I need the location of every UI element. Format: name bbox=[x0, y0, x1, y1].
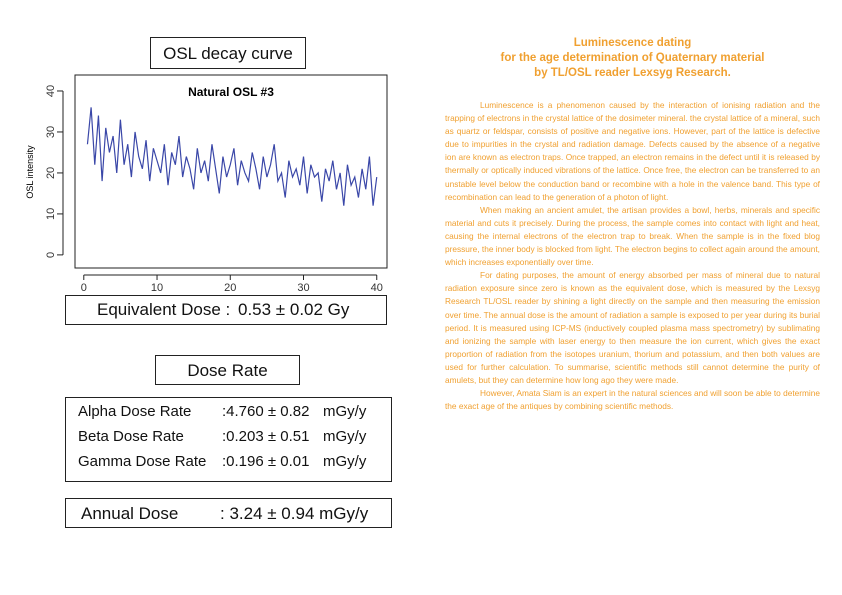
article-title-line: for the age determination of Quaternary … bbox=[500, 52, 765, 64]
article-title: Luminescence dating for the age determina… bbox=[445, 36, 820, 81]
y-tick-label: 0 bbox=[45, 252, 57, 258]
x-tick-label: 0 bbox=[81, 282, 87, 294]
y-tick-label: 30 bbox=[45, 126, 57, 138]
annual-dose-label: Annual Dose bbox=[81, 504, 179, 523]
chart-title: Natural OSL #3 bbox=[188, 85, 274, 99]
paragraph: When making an ancient amulet, the artis… bbox=[445, 204, 820, 268]
y-tick-label: 20 bbox=[45, 167, 57, 179]
y-tick-label: 40 bbox=[45, 85, 57, 97]
dose-rate-unit: mGy/y bbox=[323, 428, 367, 445]
plot-frame bbox=[74, 74, 388, 269]
paragraph: For dating purposes, the amount of energ… bbox=[445, 270, 820, 385]
chart: Natural OSL #3 OSL intensity 0 10 20 30 40 0 1… bbox=[25, 74, 388, 294]
dose-rates-box: Alpha Dose Rate :4.760 ± 0.82 mGy/y Beta Do… bbox=[65, 397, 392, 482]
x-tick-label: 10 bbox=[151, 282, 163, 294]
annual-dose-box: Annual Dose : 3.24 ± 0.94 mGy/y bbox=[65, 498, 392, 528]
article-title-line: Luminescence dating bbox=[573, 37, 692, 49]
equivalent-dose-label: Equivalent Dose : bbox=[97, 300, 231, 319]
article: Luminescence dating for the age determina… bbox=[445, 36, 820, 413]
dose-rate-value: :0.203 ± 0.51 bbox=[222, 428, 310, 445]
dose-rate-label: Beta Dose Rate bbox=[78, 428, 184, 445]
dose-rate-value: :0.196 ± 0.01 bbox=[222, 453, 310, 470]
paragraph: Luminescence is a phenomenon caused by t… bbox=[445, 100, 820, 202]
x-tick-label: 30 bbox=[297, 282, 309, 294]
equivalent-dose-box: Equivalent Dose : 0.53 ± 0.02 Gy bbox=[65, 295, 387, 325]
equivalent-dose-value: 0.53 ± 0.02 Gy bbox=[238, 300, 350, 319]
paragraph: However, Amata Siam is an expert in the … bbox=[445, 388, 820, 412]
dose-rate-unit: mGy/y bbox=[323, 453, 367, 470]
x-tick-label: 40 bbox=[371, 282, 383, 294]
y-tick-label: 10 bbox=[45, 208, 57, 220]
x-tick-label: 20 bbox=[224, 282, 236, 294]
article-title-line: by TL/OSL reader Lexsyg Research. bbox=[534, 67, 731, 79]
dose-rate-heading-box: Dose Rate bbox=[155, 355, 300, 385]
osl-heading-box: OSL decay curve bbox=[150, 37, 306, 69]
dose-rate-heading: Dose Rate bbox=[187, 361, 268, 380]
data-line bbox=[86, 107, 378, 206]
osl-heading: OSL decay curve bbox=[163, 44, 293, 63]
article-body: Luminescence is a phenomenon caused by t… bbox=[445, 99, 820, 413]
dose-rate-label: Gamma Dose Rate bbox=[78, 453, 207, 470]
dose-rate-label: Alpha Dose Rate bbox=[78, 403, 192, 420]
annual-dose-value: : 3.24 ± 0.94 mGy/y bbox=[220, 504, 369, 523]
dose-rate-unit: mGy/y bbox=[323, 403, 367, 420]
dose-rate-value: :4.760 ± 0.82 bbox=[222, 403, 310, 420]
y-axis-label: OSL intensity bbox=[25, 145, 35, 199]
